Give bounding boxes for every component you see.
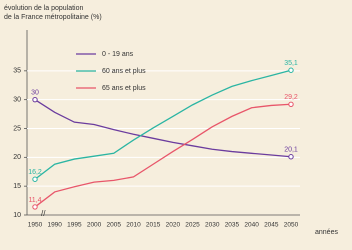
x-tick-label: 2015 — [146, 222, 161, 229]
value-label: 16,2 — [28, 169, 42, 176]
point-marker — [288, 67, 294, 73]
legend-label: 0 - 19 ans — [102, 51, 134, 58]
value-label: 30 — [31, 90, 39, 97]
point-marker — [288, 101, 294, 107]
x-tick-label: 1995 — [67, 222, 82, 229]
series-line — [34, 99, 292, 158]
y-tick-label: 15 — [13, 183, 21, 190]
value-label: 20,1 — [284, 147, 298, 154]
legend-label: 65 ans et plus — [102, 85, 146, 92]
legend-label: 60 ans et plus — [102, 68, 146, 75]
x-tick-label: 2000 — [87, 222, 102, 229]
y-tick-label: 35 — [13, 68, 21, 75]
series-line — [34, 103, 292, 208]
chart-title: évolution de la population — [4, 5, 84, 12]
x-tick-label: 2030 — [205, 222, 220, 229]
x-tick-label: 2025 — [185, 222, 200, 229]
y-tick-label: 10 — [13, 212, 21, 219]
axis-break: // — [41, 209, 46, 218]
point-marker — [32, 176, 38, 182]
series-line — [34, 69, 292, 180]
x-tick-label: 1950 — [28, 222, 43, 229]
point-marker — [32, 96, 38, 103]
value-label: 29,2 — [284, 94, 298, 101]
y-tick-label: 25 — [13, 125, 21, 132]
x-tick-label: 2020 — [166, 222, 181, 229]
x-axis-label: années — [315, 229, 338, 236]
y-tick-label: 30 — [13, 97, 21, 104]
y-tick-label: 20 — [13, 154, 21, 161]
x-tick-label: 2045 — [264, 222, 279, 229]
x-tick-label: 2050 — [284, 222, 299, 229]
x-tick-label: 2010 — [126, 222, 141, 229]
x-tick-label: 1990 — [47, 222, 62, 229]
x-tick-label: 2040 — [244, 222, 259, 229]
x-tick-label: 2005 — [107, 222, 122, 229]
x-tick-label: 2035 — [225, 222, 240, 229]
value-label: 35,1 — [284, 60, 298, 67]
point-marker — [32, 204, 38, 210]
value-label: 11,4 — [28, 197, 41, 204]
point-marker — [288, 154, 294, 160]
chart-subtitle: de la France métropolitaine (%) — [4, 14, 102, 21]
